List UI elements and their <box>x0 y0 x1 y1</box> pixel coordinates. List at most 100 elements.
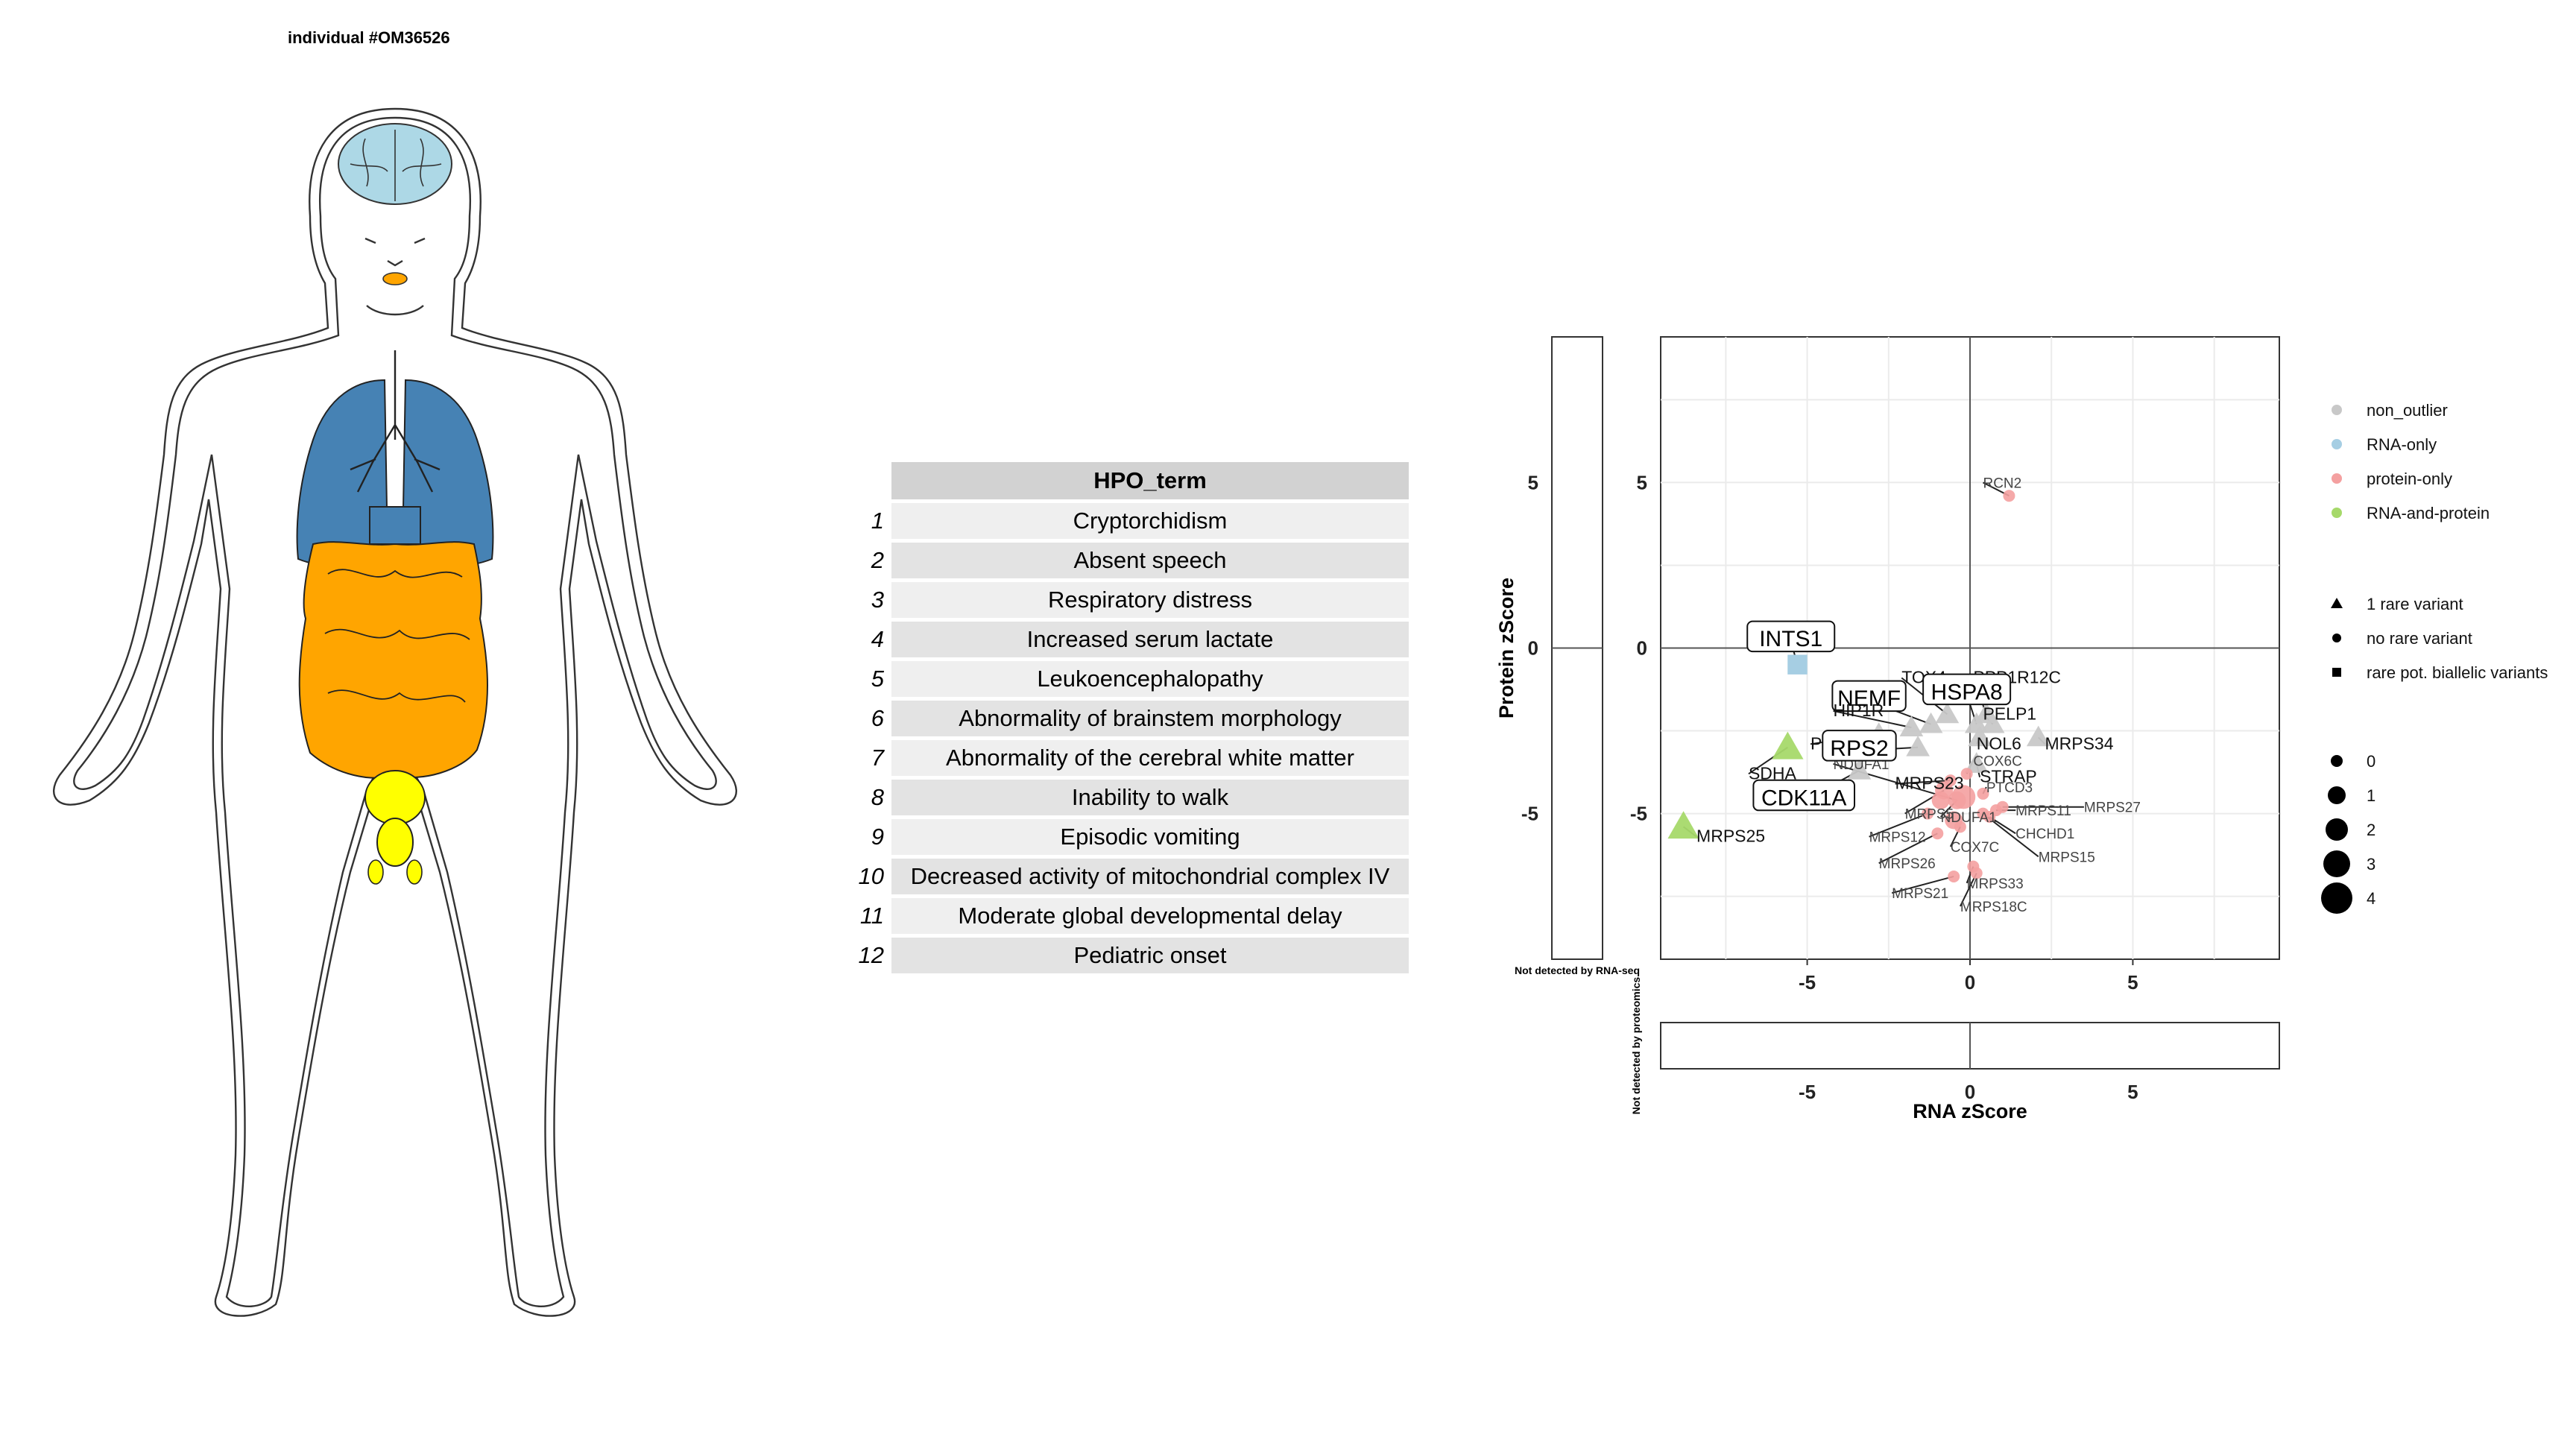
point-triangle <box>1906 735 1930 756</box>
legend-size-label: 2 <box>2367 821 2375 839</box>
bottom-strip-label: Not detected by proteomics <box>1630 977 1642 1115</box>
label-box <box>1746 620 1836 653</box>
point-circle <box>1960 768 1973 780</box>
hpo-row-index: 9 <box>850 819 891 855</box>
hpo-row: 2 Absent speech <box>850 543 1409 578</box>
point-circle <box>1996 800 2009 813</box>
point-triangle <box>2026 725 2051 747</box>
gene-label: MRPS15 <box>2039 850 2095 865</box>
hpo-row-term: Leukoencephalopathy <box>891 661 1409 697</box>
hpo-term-header: HPO_term <box>891 462 1409 499</box>
point-triangle <box>1980 712 2005 733</box>
point-triangle <box>1935 702 1960 724</box>
hpo-row-index: 4 <box>850 622 891 657</box>
hpo-row-term: Cryptorchidism <box>891 503 1409 539</box>
gene-label: HIP1R <box>1834 701 1884 720</box>
y-tick-label: -5 <box>1630 803 1647 825</box>
point-triangle <box>1667 811 1699 839</box>
legend-size-label: 1 <box>2367 786 2375 805</box>
legend-shape-key <box>2332 634 2341 642</box>
hpo-row: 9 Episodic vomiting <box>850 819 1409 855</box>
left-strip-label: Not detected by RNA-seq <box>1515 964 1640 976</box>
gene-label-boxed: RPS2 <box>1830 736 1888 761</box>
legend-size-key <box>2321 882 2352 914</box>
gene-label: STRAP <box>1980 767 2037 786</box>
gene-label: COX7C <box>1951 840 1999 856</box>
brain-organ <box>338 123 452 205</box>
legend-shape-label: no rare variant <box>2367 629 2472 648</box>
hpo-header-row: HPO_term <box>850 462 1409 499</box>
point-circle <box>1922 807 1934 820</box>
hpo-row: 12 Pediatric onset <box>850 938 1409 973</box>
gene-label: MRPS5 <box>1905 807 1954 823</box>
gene-label: NOL6 <box>1977 733 2021 753</box>
x-tick-label-bottom: -5 <box>1799 1081 1816 1103</box>
point-circle <box>1931 827 1944 840</box>
y-tick-label-left: 0 <box>1528 637 1538 660</box>
figure-title: individual #OM36526 <box>288 28 450 47</box>
intestines-organ <box>298 541 488 779</box>
legend-shape-key <box>2331 598 2343 608</box>
hpo-row-term: Moderate global developmental delay <box>891 898 1409 934</box>
legend-size-label: 3 <box>2367 855 2375 874</box>
hpo-table: HPO_term 1 Cryptorchidism 2 Absent speech 3 R… <box>850 458 1409 977</box>
point-triangle <box>1919 712 1943 733</box>
legend-color-key <box>2332 405 2342 415</box>
label-connector <box>1869 812 1928 838</box>
hpo-row-term: Abnormality of the cerebral white matter <box>891 740 1409 776</box>
point-triangle <box>1772 731 1804 759</box>
gene-label: NDUFA1 <box>1941 810 1997 826</box>
hpo-row-index: 8 <box>850 780 891 815</box>
lungs-organ <box>296 350 494 567</box>
label-connector <box>1959 873 1977 907</box>
gene-label: PELP1 <box>1983 704 2036 723</box>
hpo-row-index: 11 <box>850 898 891 934</box>
gene-label: MRPS21 <box>1892 886 1948 902</box>
label-connector <box>1878 833 1938 865</box>
hpo-row-term: Decreased activity of mitochondrial comp… <box>891 859 1409 894</box>
point-triangle <box>1964 712 1989 733</box>
legend-color-label: RNA-only <box>2367 435 2437 454</box>
legend-size-key <box>2323 850 2350 877</box>
label-connector <box>1895 780 1951 785</box>
point-circle <box>1951 785 1976 809</box>
point-circle <box>1977 807 1989 820</box>
hpo-row: 11 Moderate global developmental delay <box>850 898 1409 934</box>
hpo-row: 7 Abnormality of the cerebral white matte… <box>850 740 1409 776</box>
face-lines <box>364 237 426 316</box>
legend-color-label: RNA-and-protein <box>2367 504 2490 522</box>
hpo-row-index: 6 <box>850 701 891 736</box>
legend-size-key <box>2326 818 2348 841</box>
point-circle <box>1970 867 1983 879</box>
hpo-row-index: 5 <box>850 661 891 697</box>
label-box <box>1752 779 1856 812</box>
label-box <box>1822 730 1897 762</box>
hpo-row-index: 2 <box>850 543 891 578</box>
gene-label: COX6C <box>1973 754 2021 770</box>
hpo-row: 8 Inability to walk <box>850 780 1409 815</box>
x-tick-label: 0 <box>1965 971 1975 994</box>
gene-label: MRPS11 <box>2015 803 2071 819</box>
legend-shape-label: 1 rare variant <box>2367 595 2463 613</box>
gene-label: MRPS23 <box>1895 774 1964 793</box>
x-tick-label-bottom: 0 <box>1965 1081 1975 1103</box>
hpo-row: 3 Respiratory distress <box>850 582 1409 618</box>
hpo-row-term: Abnormality of brainstem morphology <box>891 701 1409 736</box>
bladder-organ <box>364 770 426 885</box>
label-box <box>1831 680 1907 713</box>
gene-label: PTCD3 <box>1986 780 2033 796</box>
gene-label-boxed: INTS1 <box>1759 627 1822 651</box>
legend-size-key <box>2328 786 2346 804</box>
x-tick-label: 5 <box>2127 971 2138 994</box>
hpo-row-index: 12 <box>850 938 891 973</box>
point-triangle <box>1899 716 1924 736</box>
gene-label: RCN2 <box>1983 476 2021 491</box>
gene-label: MRPS27 <box>2084 800 2141 816</box>
point-square <box>1787 654 1808 675</box>
y-tick-label-left: -5 <box>1521 803 1538 825</box>
body-diagram <box>52 107 738 1317</box>
legend-size-label: 4 <box>2367 889 2375 908</box>
hpo-row-term: Respiratory distress <box>891 582 1409 618</box>
hpo-row-index: 10 <box>850 859 891 894</box>
